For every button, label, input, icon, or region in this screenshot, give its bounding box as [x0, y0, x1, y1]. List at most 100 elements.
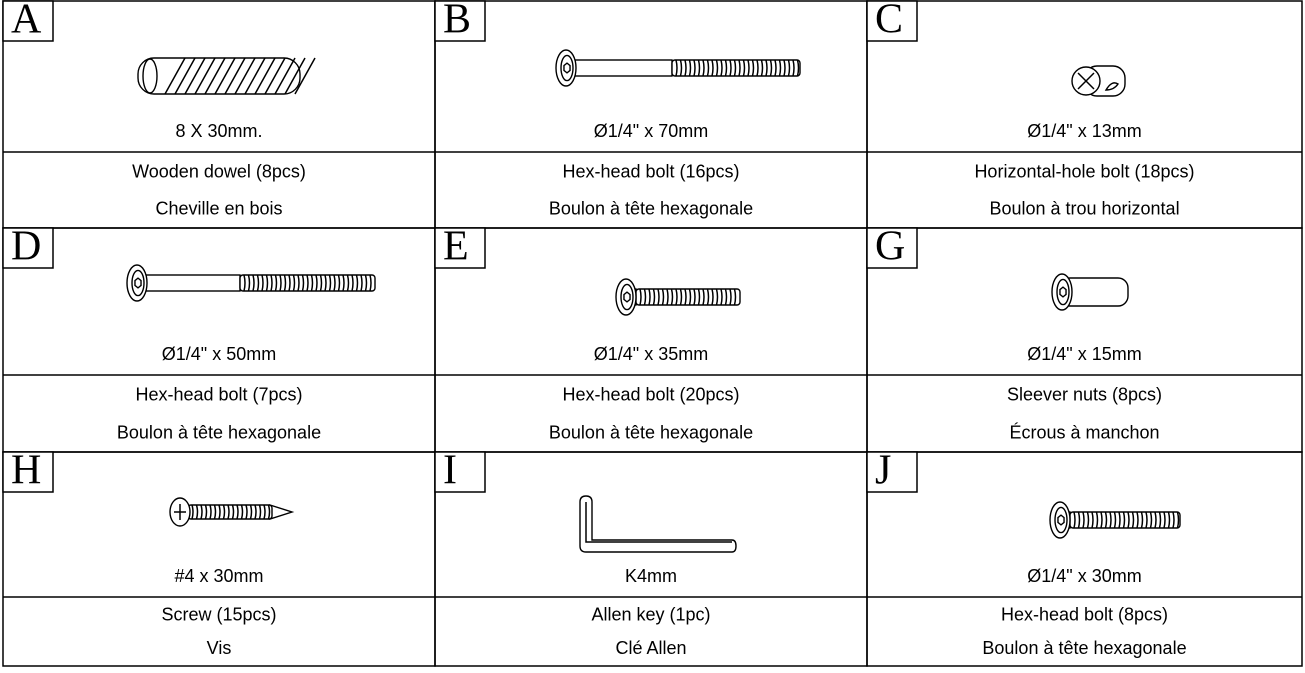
hatch — [204, 57, 226, 95]
hatch — [264, 57, 286, 95]
hex — [563, 62, 571, 74]
part-name-fr: Vis — [207, 638, 232, 658]
thread-line — [1176, 511, 1180, 529]
thread-line — [643, 288, 647, 306]
part-icon — [1071, 65, 1126, 97]
thread-line — [301, 274, 305, 292]
part-icon — [1049, 501, 1181, 539]
shaft — [571, 59, 673, 77]
thread-line — [222, 504, 226, 520]
thread-line — [675, 288, 678, 306]
thread-line — [1136, 511, 1139, 529]
thread-line — [702, 59, 705, 77]
part-letter: A — [11, 0, 42, 43]
thread-line — [213, 504, 217, 520]
part-icon — [555, 49, 801, 87]
part-name-fr: Cheville en bois — [155, 199, 282, 219]
thread-line — [657, 288, 660, 306]
thread-line — [706, 288, 710, 306]
thread-line — [351, 274, 354, 292]
thread-line — [1154, 511, 1157, 529]
thread-line — [1082, 511, 1085, 529]
thread-line — [688, 59, 692, 77]
thread-line — [1095, 511, 1099, 529]
thread-line — [306, 274, 309, 292]
thread-line — [1104, 511, 1108, 529]
thread-line — [270, 274, 273, 292]
thread-line — [328, 274, 332, 292]
thread-line — [697, 59, 701, 77]
thread-line — [639, 288, 642, 306]
part-icon — [137, 57, 316, 95]
thread-line — [1122, 511, 1126, 529]
thread — [635, 288, 741, 306]
hatch — [174, 57, 196, 95]
thread-line — [231, 504, 235, 520]
thread-line — [324, 274, 327, 292]
part-name: Hex-head bolt (20pcs) — [562, 385, 739, 405]
part-name: Allen key (1pc) — [591, 604, 710, 624]
part-name-fr: Boulon à trou horizontal — [989, 199, 1179, 219]
thread-line — [729, 288, 732, 306]
thread-line — [666, 288, 669, 306]
thread-line — [310, 274, 314, 292]
thread-line — [693, 59, 696, 77]
part-cell — [2, 451, 436, 667]
part-name-fr: Écrous à manchon — [1009, 422, 1159, 442]
thread-line — [245, 504, 248, 520]
thread-line — [715, 288, 719, 306]
hatch — [194, 57, 216, 95]
thread-line — [711, 59, 714, 77]
thread-line — [274, 274, 278, 292]
part-cell — [866, 227, 1303, 453]
thread-line — [711, 288, 714, 306]
letter-box — [434, 227, 486, 269]
thread-line — [783, 59, 786, 77]
allen-edge — [585, 502, 732, 543]
thread-line — [267, 504, 271, 520]
shaft — [142, 274, 241, 292]
thread-line — [688, 288, 692, 306]
thread-line — [369, 274, 372, 292]
thread-line — [319, 274, 323, 292]
hex — [623, 291, 631, 303]
dowel-end — [142, 58, 158, 94]
thread-line — [1113, 511, 1117, 529]
part-name: Screw (15pcs) — [161, 604, 276, 624]
thread-line — [778, 59, 782, 77]
thread-line — [209, 504, 212, 520]
thread-line — [684, 59, 687, 77]
thread-line — [661, 288, 665, 306]
thread-line — [792, 59, 795, 77]
phillips — [174, 504, 186, 520]
thread-line — [1077, 511, 1081, 529]
thread-line — [227, 504, 230, 520]
hatch — [254, 57, 276, 95]
thread-line — [1118, 511, 1121, 529]
thread-line — [342, 274, 345, 292]
thread-line — [247, 274, 251, 292]
hatch — [244, 57, 266, 95]
thread-line — [249, 504, 253, 520]
thread-line — [675, 59, 678, 77]
part-name: Wooden dowel (8pcs) — [132, 161, 306, 181]
thread-line — [256, 274, 260, 292]
hatch — [234, 57, 256, 95]
part-icon — [579, 495, 737, 553]
hatch — [184, 57, 206, 95]
part-size: 8 X 30mm. — [175, 121, 262, 141]
thread-line — [742, 59, 746, 77]
part-letter: I — [443, 448, 457, 494]
hatch — [214, 57, 236, 95]
thread-line — [1086, 511, 1090, 529]
part-cell — [434, 227, 868, 453]
thread-line — [297, 274, 300, 292]
thread-line — [756, 59, 759, 77]
thread-line — [265, 274, 269, 292]
thread-line — [315, 274, 318, 292]
thread-line — [218, 504, 221, 520]
thread-line — [1163, 511, 1166, 529]
letter-box — [2, 451, 54, 493]
part-name: Hex-head bolt (16pcs) — [562, 161, 739, 181]
